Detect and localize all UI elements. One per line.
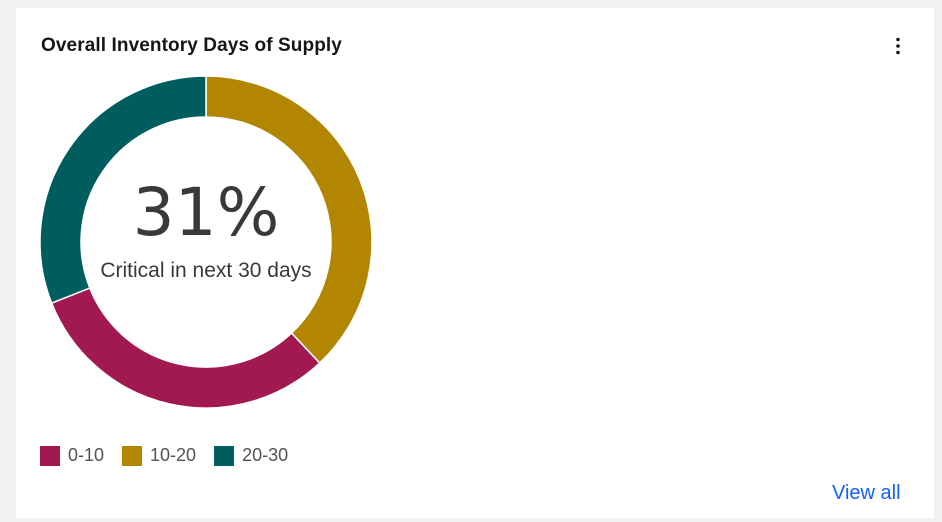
overflow-menu-button[interactable] [884,32,912,60]
inventory-card: Overall Inventory Days of Supply 31% Cri… [16,8,934,518]
legend-label: 0-10 [68,445,105,465]
center-label: Critical in next 30 days [100,259,312,282]
view-all-link[interactable]: View all [832,482,901,504]
legend-label: 10-20 [150,445,197,465]
card-title: Overall Inventory Days of Supply [41,35,342,56]
donut-slice-20-30[interactable] [39,75,207,305]
legend-item-20-30[interactable]: 20-30 [214,445,288,466]
legend-swatch [122,445,143,466]
chart-legend: 0-10 10-20 20-30 [40,445,306,466]
legend-item-0-10[interactable]: 0-10 [40,445,104,466]
overflow-menu-vertical-icon [896,37,900,55]
donut-slice-0-10[interactable] [50,287,321,409]
legend-swatch [40,445,60,466]
donut-chart: 31% Critical in next 30 days [16,8,934,518]
donut-svg [39,75,373,409]
legend-swatch [214,445,235,466]
legend-label: 20-30 [242,445,289,465]
legend-item-10-20[interactable]: 10-20 [122,445,196,466]
center-value: 31% [132,174,280,251]
